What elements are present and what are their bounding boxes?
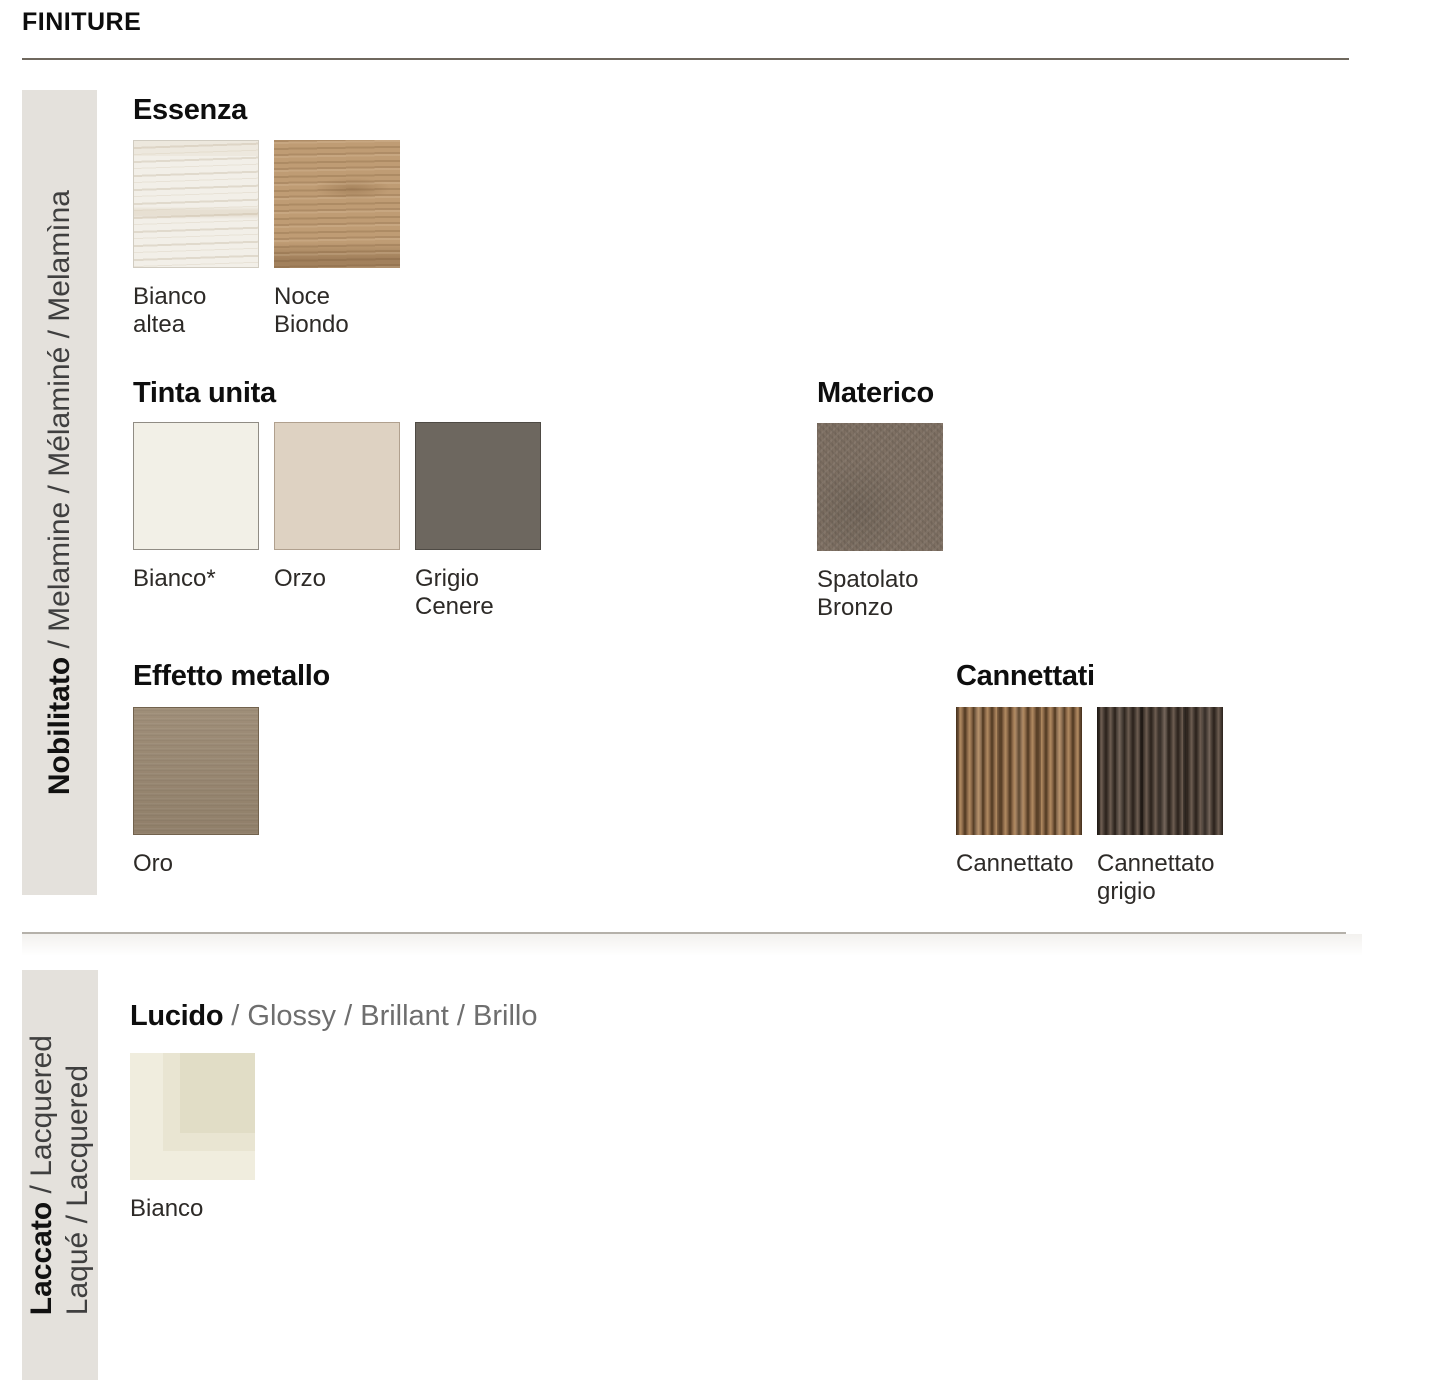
label-line: Spatolato xyxy=(817,566,919,593)
sidebar-laccato-line1-rest: / Lacquered xyxy=(25,1034,58,1202)
sidebar-laccato-bold: Laccato xyxy=(25,1201,58,1316)
swatch-bianco: Bianco* xyxy=(133,422,263,621)
label-line: Oro xyxy=(133,850,174,877)
group-essenza-row: Bianco altea Noce Biondo xyxy=(133,140,404,339)
swatch-lucido-bianco: Bianco xyxy=(130,1053,260,1223)
group-tinta-unita: Tinta unita Bianco* Orzo Grigio xyxy=(133,378,545,621)
label-line: Bianco xyxy=(130,1195,204,1222)
group-lucido-title-bold: Lucido xyxy=(130,1000,224,1032)
swatch-bianco-altea-tile xyxy=(133,140,259,268)
sidebar-nobilitato-bold: Nobilitato xyxy=(42,656,76,796)
label-line: Noce xyxy=(274,283,331,310)
page-title: FINITURE xyxy=(22,8,142,36)
group-cannettati-row: Cannettato Cannettato grigio xyxy=(956,707,1227,906)
swatch-noce-biondo-tile xyxy=(274,140,400,268)
swatch-oro-tile xyxy=(133,707,259,835)
lucido-reflection-inner xyxy=(180,1053,255,1133)
swatch-grigio-cenere: Grigio Cenere xyxy=(415,422,545,621)
label-line: Bronzo xyxy=(817,594,894,621)
label-line: Cenere xyxy=(415,593,494,620)
swatch-cannettato-grigio-tile xyxy=(1097,707,1223,835)
label-line: Bianco xyxy=(133,283,207,310)
label-line: Cannettato xyxy=(1097,850,1215,877)
group-effetto-metallo-row: Oro xyxy=(133,707,330,878)
label-line: Biondo xyxy=(274,311,349,338)
sidebar-laccato-line1: Laccato / Lacquered xyxy=(24,1035,60,1315)
sidebar-nobilitato-label: Nobilitato / Melamine / Mélaminé / Melam… xyxy=(42,190,78,795)
swatch-lucido-bianco-tile xyxy=(130,1053,255,1180)
group-tinta-unita-title: Tinta unita xyxy=(133,377,276,409)
section-divider xyxy=(22,932,1346,934)
group-lucido-title-rest: / Glossy / Brillant / Brillo xyxy=(223,1000,538,1032)
group-cannettati: Cannettati Cannettato Cannettato grigio xyxy=(956,661,1227,906)
sidebar-nobilitato: Nobilitato / Melamine / Mélaminé / Melam… xyxy=(22,90,97,895)
group-essenza-title: Essenza xyxy=(133,94,247,126)
group-materico-title: Materico xyxy=(817,377,934,409)
swatch-orzo: Orzo xyxy=(274,422,404,621)
swatch-spatolato-bronzo-label: Spatolato Bronzo xyxy=(817,566,947,622)
group-effetto-metallo-title: Effetto metallo xyxy=(133,660,330,692)
label-line: grigio xyxy=(1097,878,1156,905)
label-line: Bianco* xyxy=(133,565,216,592)
swatch-oro-label: Oro xyxy=(133,850,263,878)
group-lucido: Lucido / Glossy / Brillant / Brillo Bian… xyxy=(130,1001,538,1223)
label-line: Grigio xyxy=(415,565,480,592)
group-tinta-unita-row: Bianco* Orzo Grigio Cenere xyxy=(133,422,545,621)
swatch-bianco-altea: Bianco altea xyxy=(133,140,263,339)
sidebar-laccato: Laccato / Lacquered Laqué / Lacquered xyxy=(22,970,98,1380)
swatch-cannettato-grigio-label: Cannettato grigio xyxy=(1097,850,1227,906)
swatch-noce-biondo-label: Noce Biondo xyxy=(274,283,404,339)
swatch-cannettato-tile xyxy=(956,707,1082,835)
sidebar-laccato-label: Laccato / Lacquered Laqué / Lacquered xyxy=(24,1035,96,1315)
group-cannettati-title: Cannettati xyxy=(956,660,1095,692)
swatch-cannettato: Cannettato xyxy=(956,707,1086,906)
swatch-grigio-cenere-label: Grigio Cenere xyxy=(415,565,545,621)
group-materico: Materico Spatolato Bronzo xyxy=(817,378,947,622)
swatch-spatolato-bronzo: Spatolato Bronzo xyxy=(817,423,947,622)
swatch-bianco-tile xyxy=(133,422,259,550)
group-lucido-row: Bianco xyxy=(130,1053,538,1223)
label-line: Cannettato xyxy=(956,850,1074,877)
group-materico-row: Spatolato Bronzo xyxy=(817,423,947,622)
swatch-noce-biondo: Noce Biondo xyxy=(274,140,404,339)
swatch-bianco-label: Bianco* xyxy=(133,565,263,593)
label-line: altea xyxy=(133,311,186,338)
section-divider-shadow xyxy=(22,934,1362,956)
sidebar-nobilitato-rest: / Melamine / Mélaminé / Melamìna xyxy=(42,189,76,657)
sidebar-laccato-line2: Laqué / Lacquered xyxy=(61,1064,94,1316)
top-divider xyxy=(22,58,1349,60)
swatch-cannettato-label: Cannettato xyxy=(956,850,1086,878)
group-lucido-title: Lucido / Glossy / Brillant / Brillo xyxy=(130,1001,538,1031)
swatch-cannettato-grigio: Cannettato grigio xyxy=(1097,707,1227,906)
label-line: Orzo xyxy=(274,565,327,592)
swatch-orzo-label: Orzo xyxy=(274,565,404,593)
group-effetto-metallo: Effetto metallo Oro xyxy=(133,661,330,878)
group-essenza: Essenza Bianco altea Noce Biondo xyxy=(133,95,404,339)
swatch-lucido-bianco-label: Bianco xyxy=(130,1195,260,1223)
swatch-orzo-tile xyxy=(274,422,400,550)
swatch-bianco-altea-label: Bianco altea xyxy=(133,283,263,339)
swatch-oro: Oro xyxy=(133,707,263,878)
swatch-spatolato-bronzo-tile xyxy=(817,423,943,551)
swatch-grigio-cenere-tile xyxy=(415,422,541,550)
